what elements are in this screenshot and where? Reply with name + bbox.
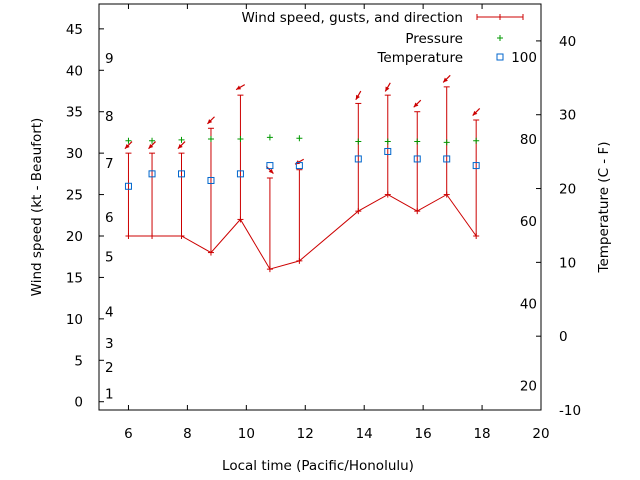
pressure-point (125, 137, 132, 144)
pressure-point (473, 137, 480, 144)
beaufort-label: 1 (105, 386, 114, 402)
pressure-point (149, 137, 156, 144)
y-axis-label: Wind speed (kt - Beaufort) (29, 118, 45, 297)
legend-label: Temperature (376, 50, 463, 66)
y-tick-label: 25 (66, 188, 83, 204)
x-tick-label: 20 (532, 426, 549, 442)
y-tick-label: 20 (66, 229, 83, 245)
axes: 6 8 10 12 14 16 18 20051015202530354045-1001020… (66, 4, 581, 442)
y2-tick-label: 10 (559, 255, 576, 271)
temperature-point (266, 162, 274, 170)
y2-tick-label: 30 (559, 108, 576, 124)
x-tick-label: 8 (183, 426, 192, 442)
y-tick-label: 35 (66, 105, 83, 121)
x-tick-label: 18 (473, 426, 490, 442)
legend: Wind speed, gusts, and direction Pressure… (241, 10, 524, 66)
pressure-point (207, 136, 214, 143)
x-tick-label: 6 (124, 426, 133, 442)
wind-direction-arrowhead (443, 77, 448, 83)
y2-tick-label: 0 (559, 329, 568, 345)
temperature-point (295, 162, 303, 170)
beaufort-label: 6 (105, 210, 114, 226)
wind-direction-arrowhead (355, 94, 360, 100)
beaufort-label: 5 (105, 250, 114, 266)
wind-direction-arrowhead (236, 85, 242, 90)
temperature-point (236, 170, 244, 178)
temperature-point (178, 170, 186, 178)
temperature-point (472, 162, 480, 170)
beaufort-label: 8 (105, 109, 114, 125)
marks (124, 74, 481, 273)
x-tick-label: 10 (238, 426, 255, 442)
beaufort-label: 2 (105, 360, 114, 376)
y2-tick-label: -10 (559, 403, 581, 419)
pressure-point (296, 135, 303, 142)
x-tick-label: 14 (356, 426, 373, 442)
y2-axis-label: Temperature (C - F) (596, 142, 612, 274)
x-axis-label: Local time (Pacific/Honolulu) (222, 458, 414, 474)
wind-direction-arrowhead (207, 119, 213, 124)
fahrenheit-label: 80 (520, 132, 537, 148)
fahrenheit-label: 40 (520, 297, 537, 313)
legend-label: Wind speed, gusts, and direction (241, 10, 463, 26)
y-tick-label: 40 (66, 63, 83, 79)
y2-tick-label: 40 (559, 34, 576, 50)
legend-label: Pressure (405, 31, 463, 47)
y-tick-label: 45 (66, 22, 83, 38)
pressure-point (414, 138, 421, 145)
wind-direction-arrowhead (124, 143, 130, 149)
beaufort-label: 7 (105, 156, 114, 172)
fahrenheit-label: 60 (520, 214, 537, 230)
pressure-point (237, 136, 244, 143)
x-tick-label: 16 (415, 426, 432, 442)
temperature-point (354, 155, 362, 163)
pressure-point (266, 134, 273, 141)
fahrenheit-label: 100 (511, 50, 537, 66)
pressure-point (443, 139, 450, 146)
pressure-point (355, 138, 362, 145)
temperature-point (207, 176, 215, 184)
beaufort-label: 9 (105, 51, 114, 67)
y-tick-label: 0 (74, 395, 83, 411)
wind-direction-arrowhead (385, 86, 390, 92)
fahrenheit-label: 20 (520, 379, 537, 395)
pressure-point (178, 136, 185, 143)
beaufort-label: 4 (105, 304, 114, 320)
wind-direction-arrowhead (413, 102, 419, 108)
y-tick-label: 10 (66, 312, 83, 328)
temperature-point (124, 182, 132, 190)
plot-frame (98, 3, 542, 411)
legend-marker (496, 53, 504, 61)
beaufort-label: 3 (105, 336, 114, 352)
y-tick-label: 5 (74, 353, 83, 369)
temperature-point (443, 155, 451, 163)
x-tick-label: 12 (297, 426, 314, 442)
legend-marker (497, 35, 503, 41)
wind-direction-arrowhead (148, 143, 154, 149)
y2-tick-label: 20 (559, 182, 576, 198)
temperature-point (148, 170, 156, 178)
pressure-point (384, 138, 391, 145)
wind-direction-arrowhead (177, 143, 183, 149)
temperature-point (413, 155, 421, 163)
y-tick-label: 15 (66, 270, 83, 286)
y-tick-label: 30 (66, 146, 83, 162)
wind-direction-arrowhead (268, 168, 274, 174)
wind-speed-line (128, 193, 477, 270)
wind-direction-arrowhead (472, 110, 478, 116)
temperature-point (384, 147, 392, 155)
